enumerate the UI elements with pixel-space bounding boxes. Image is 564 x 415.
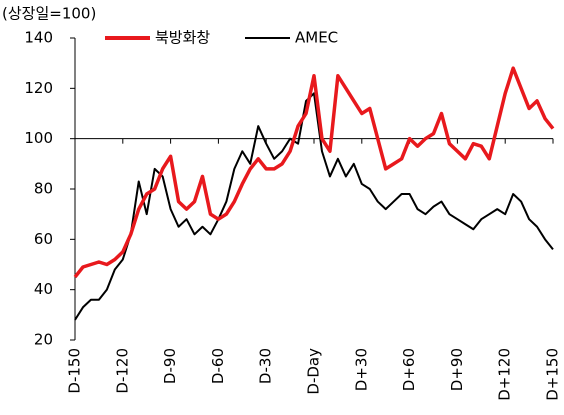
y-tick-label: 40 xyxy=(34,280,53,298)
x-tick-label: D+120 xyxy=(496,348,514,401)
legend-label: AMEC xyxy=(295,29,338,47)
x-tick-label: D-90 xyxy=(161,348,179,384)
unit-label: (상장일=100) xyxy=(2,5,96,23)
x-tick-label: D-30 xyxy=(257,348,275,384)
y-tick-label: 80 xyxy=(34,180,53,198)
legend-label: 북방화창 xyxy=(155,29,210,47)
x-tick-label: D+30 xyxy=(352,348,370,391)
y-tick-label: 120 xyxy=(24,79,53,97)
y-tick-label: 20 xyxy=(34,331,53,349)
x-tick-label: D-120 xyxy=(113,348,131,394)
x-tick-label: D-150 xyxy=(66,348,84,394)
x-tick-label: D+150 xyxy=(544,348,562,401)
x-tick-label: D-60 xyxy=(209,348,227,384)
y-tick-label: 60 xyxy=(34,230,53,248)
series-line xyxy=(73,66,555,279)
x-tick-label: D+90 xyxy=(448,348,466,391)
y-tick-label: 140 xyxy=(24,29,53,47)
x-tick-label: D+60 xyxy=(400,348,418,391)
y-tick-label: 100 xyxy=(24,129,53,147)
series-line xyxy=(74,92,554,321)
x-tick-label: D-Day xyxy=(305,348,323,395)
